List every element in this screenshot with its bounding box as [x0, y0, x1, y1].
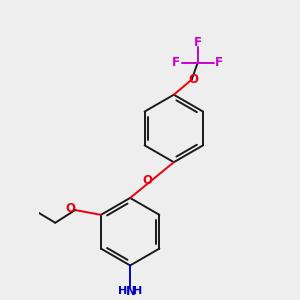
Text: H: H: [118, 286, 127, 296]
Text: O: O: [65, 202, 75, 214]
Text: F: F: [172, 56, 180, 69]
Text: F: F: [215, 56, 223, 69]
Text: N: N: [125, 285, 136, 298]
Text: F: F: [194, 36, 202, 49]
Text: H: H: [134, 286, 143, 296]
Text: O: O: [189, 73, 199, 86]
Text: O: O: [142, 174, 152, 187]
